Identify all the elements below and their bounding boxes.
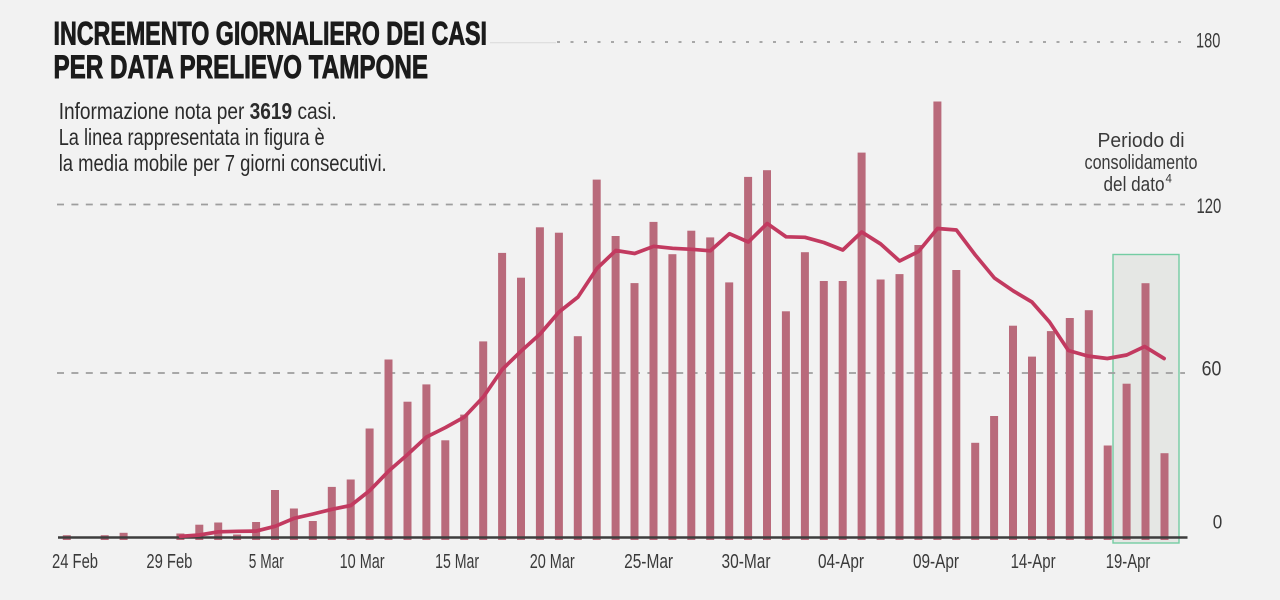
svg-text:5 Mar: 5 Mar	[249, 551, 284, 573]
svg-text:180: 180	[1196, 29, 1220, 52]
svg-text:la media mobile per 7 giorni c: la media mobile per 7 giorni consecutivi…	[59, 150, 387, 176]
svg-text:04-Apr: 04-Apr	[818, 551, 864, 573]
svg-text:Periodo di: Periodo di	[1098, 130, 1185, 152]
svg-text:14-Apr: 14-Apr	[1011, 551, 1056, 573]
svg-text:consolidamento: consolidamento	[1085, 152, 1198, 174]
svg-text:25-Mar: 25-Mar	[624, 551, 673, 573]
svg-text:09-Apr: 09-Apr	[913, 551, 959, 573]
svg-text:PER DATA PRELIEVO TAMPONE: PER DATA PRELIEVO TAMPONE	[54, 49, 429, 85]
svg-text:Informazione nota per 3619 cas: Informazione nota per 3619 casi.	[59, 98, 337, 124]
svg-text:120: 120	[1197, 195, 1222, 218]
svg-text:La linea rappresentata in figu: La linea rappresentata in figura è	[59, 124, 325, 150]
svg-text:29 Feb: 29 Feb	[146, 551, 192, 573]
svg-text:24 Feb: 24 Feb	[52, 551, 98, 573]
svg-text:30-Mar: 30-Mar	[722, 551, 771, 573]
svg-text:19-Apr: 19-Apr	[1106, 551, 1151, 573]
svg-text:20 Mar: 20 Mar	[530, 551, 575, 573]
svg-text:10 Mar: 10 Mar	[340, 551, 385, 573]
svg-text:4: 4	[1166, 174, 1173, 186]
svg-text:15 Mar: 15 Mar	[435, 551, 479, 573]
svg-text:60: 60	[1202, 358, 1222, 381]
svg-text:del dato: del dato	[1104, 174, 1165, 196]
svg-text:INCREMENTO GIORNALIERO DEI CAS: INCREMENTO GIORNALIERO DEI CASI	[54, 15, 488, 51]
svg-text:0: 0	[1213, 513, 1223, 534]
